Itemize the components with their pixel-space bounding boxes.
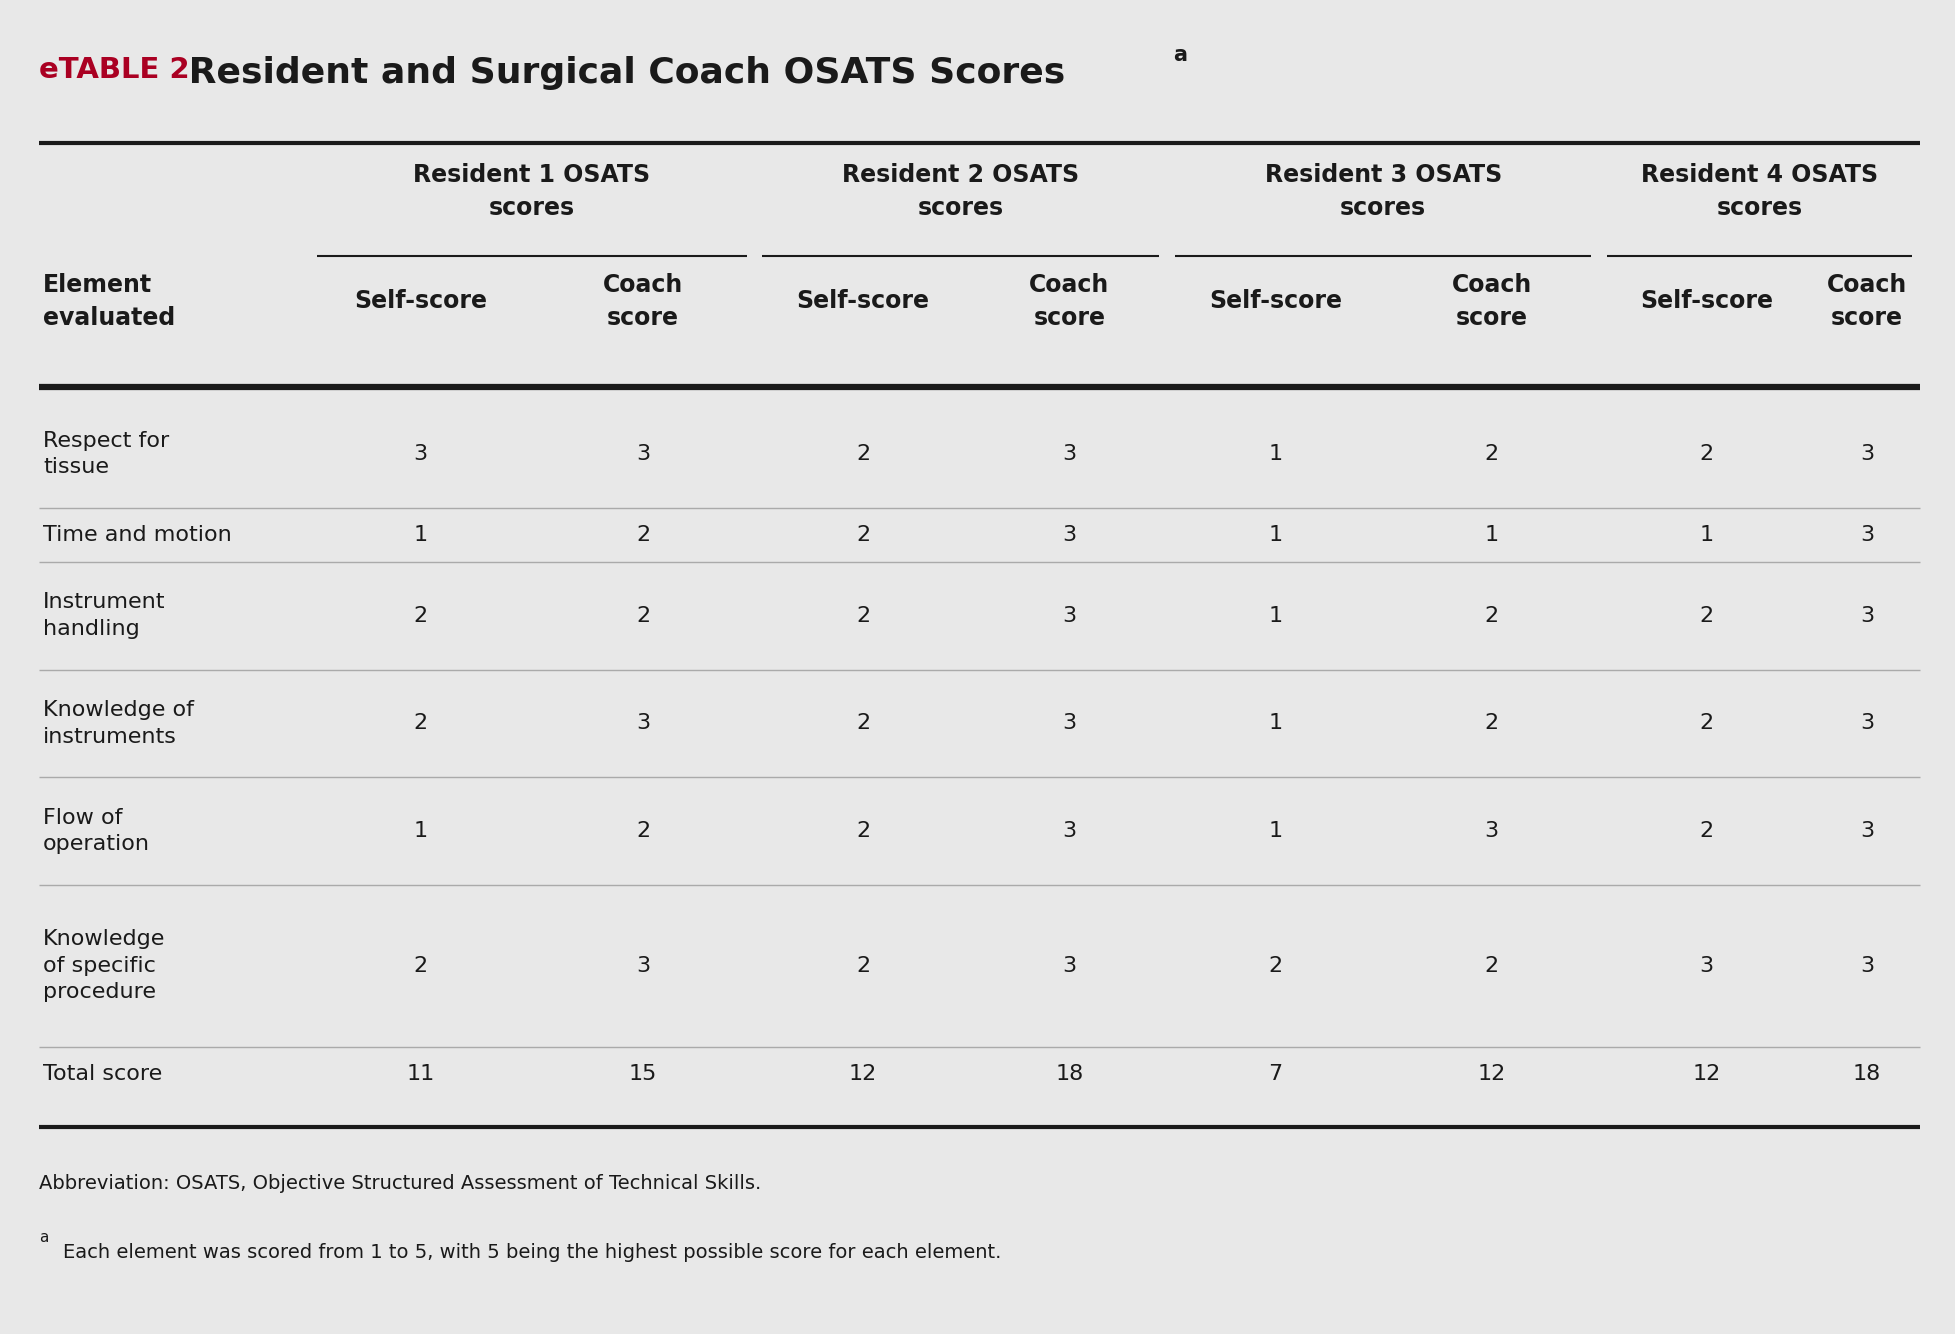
- Text: 3: 3: [1699, 956, 1715, 976]
- Text: 11: 11: [407, 1063, 434, 1083]
- Text: 3: 3: [1859, 956, 1875, 976]
- Text: Flow of
operation: Flow of operation: [43, 808, 151, 854]
- Text: Resident 2 OSATS
scores: Resident 2 OSATS scores: [843, 163, 1079, 220]
- Text: 2: 2: [413, 956, 428, 976]
- Text: 12: 12: [848, 1063, 878, 1083]
- Text: 2: 2: [413, 606, 428, 626]
- Text: 3: 3: [1859, 822, 1875, 842]
- Text: 1: 1: [1269, 822, 1282, 842]
- Text: a: a: [39, 1230, 49, 1245]
- Text: 3: 3: [1859, 524, 1875, 544]
- Text: 2: 2: [1699, 606, 1715, 626]
- Text: 1: 1: [413, 822, 428, 842]
- Text: 2: 2: [1484, 606, 1499, 626]
- Text: 15: 15: [630, 1063, 657, 1083]
- Text: Self-score: Self-score: [1208, 289, 1343, 313]
- Text: 2: 2: [1699, 822, 1715, 842]
- Text: 1: 1: [1484, 524, 1499, 544]
- Text: 3: 3: [413, 444, 428, 464]
- Text: eTABLE 2.: eTABLE 2.: [39, 56, 201, 84]
- Text: Total score: Total score: [43, 1063, 162, 1083]
- Text: 1: 1: [1269, 524, 1282, 544]
- Text: 3: 3: [635, 956, 651, 976]
- Text: Respect for
tissue: Respect for tissue: [43, 431, 170, 478]
- Text: 1: 1: [1269, 714, 1282, 734]
- Text: 2: 2: [635, 606, 651, 626]
- Text: Knowledge of
instruments: Knowledge of instruments: [43, 700, 194, 747]
- Text: Coach
score: Coach score: [1028, 272, 1110, 331]
- Text: 3: 3: [1062, 444, 1077, 464]
- Text: 7: 7: [1269, 1063, 1282, 1083]
- Text: Resident 4 OSATS
scores: Resident 4 OSATS scores: [1640, 163, 1879, 220]
- Text: 3: 3: [1062, 606, 1077, 626]
- Text: 2: 2: [856, 956, 870, 976]
- Text: 12: 12: [1478, 1063, 1505, 1083]
- Text: 3: 3: [1062, 822, 1077, 842]
- Text: 3: 3: [1062, 956, 1077, 976]
- Text: a: a: [1173, 45, 1187, 65]
- Text: 2: 2: [1269, 956, 1282, 976]
- Text: 3: 3: [1062, 714, 1077, 734]
- Text: Coach
score: Coach score: [1826, 272, 1908, 331]
- Text: 3: 3: [1859, 606, 1875, 626]
- Text: 2: 2: [856, 822, 870, 842]
- Text: 2: 2: [1699, 444, 1715, 464]
- Text: 3: 3: [1062, 524, 1077, 544]
- Text: 2: 2: [635, 524, 651, 544]
- Text: Resident 1 OSATS
scores: Resident 1 OSATS scores: [413, 163, 651, 220]
- Text: 3: 3: [1859, 714, 1875, 734]
- Text: 3: 3: [635, 714, 651, 734]
- Text: 1: 1: [1699, 524, 1715, 544]
- Text: Knowledge
of specific
procedure: Knowledge of specific procedure: [43, 930, 166, 1002]
- Text: Time and motion: Time and motion: [43, 524, 233, 544]
- Text: Abbreviation: OSATS, Objective Structured Assessment of Technical Skills.: Abbreviation: OSATS, Objective Structure…: [39, 1174, 760, 1193]
- Text: 2: 2: [413, 714, 428, 734]
- Text: Coach
score: Coach score: [602, 272, 684, 331]
- Text: Self-score: Self-score: [1640, 289, 1773, 313]
- Text: 2: 2: [1484, 714, 1499, 734]
- Text: 2: 2: [1699, 714, 1715, 734]
- Text: Coach
score: Coach score: [1451, 272, 1533, 331]
- Text: 2: 2: [635, 822, 651, 842]
- Text: Self-score: Self-score: [796, 289, 931, 313]
- Text: 2: 2: [856, 606, 870, 626]
- Text: 1: 1: [1269, 606, 1282, 626]
- Text: 1: 1: [1269, 444, 1282, 464]
- Text: Resident 3 OSATS
scores: Resident 3 OSATS scores: [1265, 163, 1501, 220]
- Text: 1: 1: [413, 524, 428, 544]
- Text: Self-score: Self-score: [354, 289, 487, 313]
- Text: 2: 2: [856, 524, 870, 544]
- Text: Resident and Surgical Coach OSATS Scores: Resident and Surgical Coach OSATS Scores: [176, 56, 1065, 89]
- Text: Element
evaluated: Element evaluated: [43, 272, 176, 331]
- Text: 18: 18: [1056, 1063, 1083, 1083]
- Text: 2: 2: [1484, 444, 1499, 464]
- Text: Instrument
handling: Instrument handling: [43, 592, 166, 639]
- Text: Each element was scored from 1 to 5, with 5 being the highest possible score for: Each element was scored from 1 to 5, wit…: [63, 1243, 1001, 1262]
- Text: 3: 3: [1859, 444, 1875, 464]
- Text: 3: 3: [635, 444, 651, 464]
- Text: 18: 18: [1853, 1063, 1881, 1083]
- Text: 3: 3: [1484, 822, 1499, 842]
- Text: 2: 2: [1484, 956, 1499, 976]
- Text: 2: 2: [856, 444, 870, 464]
- Text: 12: 12: [1693, 1063, 1720, 1083]
- Text: 2: 2: [856, 714, 870, 734]
